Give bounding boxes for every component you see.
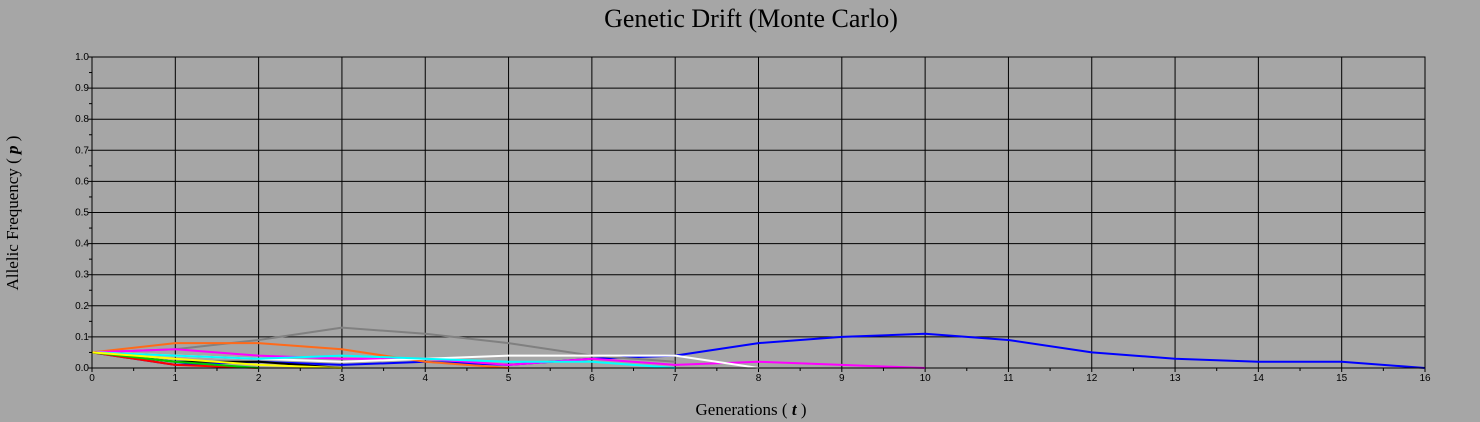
chart-title: Genetic Drift (Monte Carlo): [604, 4, 898, 33]
series-line-4: [91, 348, 926, 369]
series-line-2: [91, 326, 676, 363]
x-axis-label: Generations ( t ): [696, 400, 807, 419]
axis-ticks: [88, 56, 1426, 372]
y-tick-label: 0.7: [75, 145, 89, 156]
x-tick-label: 5: [506, 373, 512, 384]
x-tick-label: 9: [839, 373, 845, 384]
series-line-10: [91, 351, 342, 369]
x-tick-label: 4: [422, 373, 428, 384]
grid: [91, 56, 1426, 369]
x-axis-label-text: Generations: [696, 400, 778, 419]
y-tick-label: 0.9: [75, 83, 89, 94]
y-tick-labels: 0.0 0.1 0.2 0.3 0.4 0.5 0.6 0.7 0.8 0.9 1.0: [75, 52, 89, 374]
y-axis-symbol: p: [3, 145, 22, 156]
x-axis-paren-open: (: [782, 400, 792, 419]
x-tick-label: 2: [256, 373, 262, 384]
y-tick-label: 0.5: [75, 208, 89, 219]
y-tick-label: 0.6: [75, 176, 89, 187]
y-tick-label: 0.1: [75, 332, 89, 343]
y-axis-paren-close: ): [3, 136, 22, 142]
x-tick-label: 14: [1253, 373, 1265, 384]
x-tick-label: 8: [756, 373, 762, 384]
x-tick-label: 13: [1170, 373, 1182, 384]
x-tick-label: 11: [1003, 373, 1014, 384]
x-tick-label: 16: [1419, 373, 1431, 384]
series-line-3: [91, 342, 509, 369]
y-axis-paren-open: (: [3, 154, 22, 164]
x-tick-label: 15: [1336, 373, 1348, 384]
y-tick-label: 0.2: [75, 301, 89, 312]
y-axis-label-text: Allelic Frequency: [3, 168, 22, 291]
x-axis-paren-close: ): [801, 400, 807, 419]
x-tick-label: 7: [672, 373, 678, 384]
y-tick-label: 0.4: [75, 239, 89, 250]
series-line-8: [91, 351, 259, 369]
y-axis-label: Allelic Frequency ( p ): [3, 136, 22, 291]
series-line-1: [91, 332, 1426, 369]
x-tick-label: 0: [89, 373, 95, 384]
y-tick-label: 1.0: [75, 52, 89, 63]
x-tick-labels: 0 1 2 3 4 5 6 7 8 9 10 11 12 13 14 15 16: [89, 373, 1431, 384]
y-tick-label: 0.0: [75, 363, 89, 374]
x-tick-label: 12: [1086, 373, 1098, 384]
x-tick-label: 1: [173, 373, 179, 384]
plot-border: [91, 56, 1426, 369]
y-tick-label: 0.8: [75, 114, 89, 125]
x-tick-label: 6: [589, 373, 595, 384]
series-line-6: [91, 351, 676, 369]
x-tick-label: 3: [339, 373, 345, 384]
series-group: [91, 326, 1426, 369]
y-tick-label: 0.3: [75, 270, 89, 281]
x-axis-symbol: t: [792, 400, 798, 419]
x-tick-label: 10: [920, 373, 932, 384]
series-line-9: [91, 351, 259, 369]
